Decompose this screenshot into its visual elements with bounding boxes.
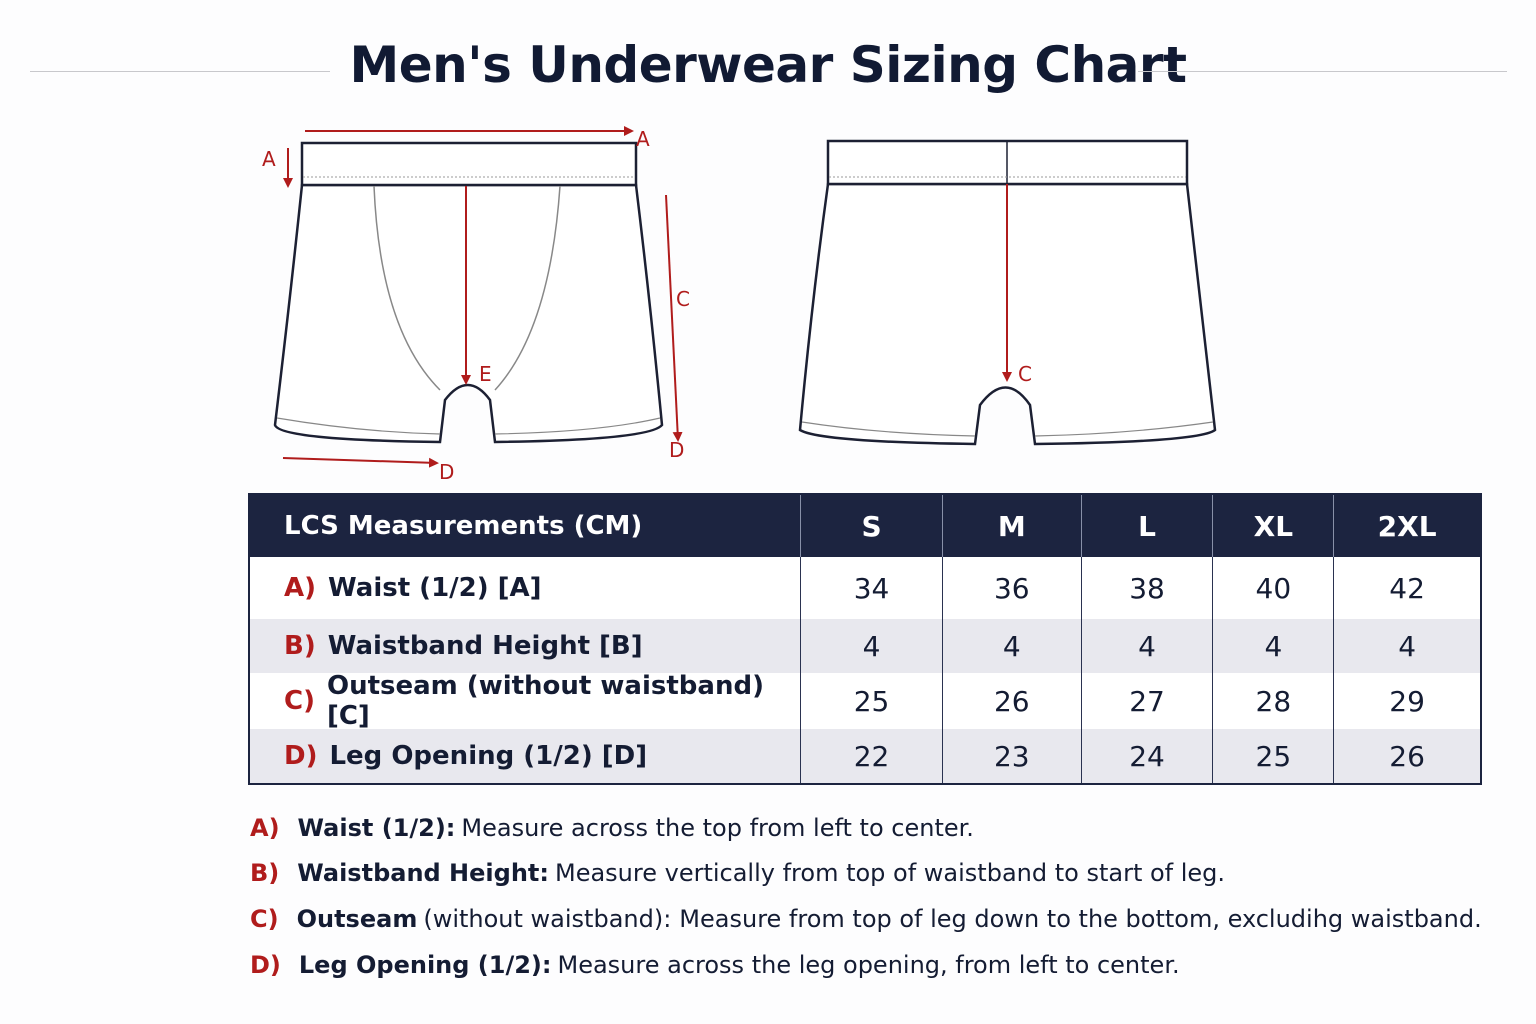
row-label: Leg Opening (1/2) [D] [329,741,648,771]
value-cell: 40 [1213,557,1335,619]
value-cell: 29 [1389,684,1425,718]
table-row: B) Waistband Height [B] 4 4 4 4 4 [250,619,1480,673]
note-text: Measure vertically from top of waistband… [554,859,1226,887]
row-label-cell: C) Outseam (without waistband) [C] [250,671,802,731]
front-shorts [273,141,664,444]
value-cell: 4 [1213,619,1335,673]
title-rule [30,71,330,72]
value-cell: 23 [943,729,1082,783]
value-cell: 27 [1082,673,1214,729]
row-label-cell: B) Waistband Height [B] [250,619,802,673]
value-cell: 38 [1082,557,1214,619]
row-label-cell: D) Leg Opening (1/2) [D] [250,729,802,783]
note: D) Leg Opening (1/2): Measure across the l… [250,951,1180,979]
note-term: Waist (1/2): [297,814,456,842]
note-letter: A) [250,814,280,842]
header-cell: L [1082,495,1214,557]
diagram-label: A [636,127,650,151]
note-text: Measure across the top from left to cent… [461,814,974,842]
diagram-label: E [479,362,492,386]
measure-arrows [282,126,1012,468]
diagram-label: D [439,460,454,484]
value-cell: 24 [1082,729,1214,783]
note-letter: B) [250,859,280,887]
table-row: D) Leg Opening (1/2) [D] 22 23 24 25 26 [250,729,1480,783]
row-label-cell: A) Waist (1/2) [A] [250,557,802,619]
value-cell: 22 [801,729,943,783]
note-text: Measure from top of leg down to the bott… [679,905,1482,933]
row-letter: B) [284,631,316,661]
row-letter: C) [284,686,315,716]
row-letter: D) [284,741,318,771]
note-qualifier: (without waistband): [423,905,672,933]
title: Men's Underwear Sizing Chart [349,36,1187,94]
header-cell: M [943,495,1082,557]
header-cell: 2XL [1377,509,1437,543]
value-cell: 4 [801,619,943,673]
table-row: A) Waist (1/2) [A] 34 36 38 40 42 [250,557,1480,619]
header-cell: S [801,495,943,557]
diagram-label: C [676,287,690,311]
note-term: Waistband Height: [297,859,549,887]
diagram-label: C [1018,362,1032,386]
diagram: A A C E D D C [262,126,1217,484]
title-rule [1138,71,1507,72]
value-cell: 4 [1398,629,1417,663]
note-text: Measure across the leg opening, from lef… [557,951,1180,979]
header-cell: LCS Measurements (CM) [250,495,802,557]
note-term: Leg Opening (1/2): [298,951,552,979]
value-cell: 34 [801,557,943,619]
value-cell: 42 [1389,571,1425,605]
diagram-label: A [262,147,276,171]
value-cell: 25 [801,673,943,729]
row-label: Outseam (without waistband) [C] [326,671,764,731]
header-cell: XL [1213,495,1335,557]
value-cell: 4 [943,619,1082,673]
value-cell: 26 [1389,739,1425,773]
table-row: C) Outseam (without waistband) [C] 25 26 27 2… [250,671,1480,731]
note-letter: D) [250,951,281,979]
value-cell: 26 [943,673,1082,729]
row-label: Waistband Height [B] [327,631,643,661]
value-cell: 36 [943,557,1082,619]
table-header: LCS Measurements (CM) S M L XL 2XL [250,495,1480,557]
note-term: Outseam [296,905,418,933]
row-letter: A) [284,573,317,603]
size-table: LCS Measurements (CM) S M L XL 2XL A) Waist (1/… [248,493,1482,785]
note: A) Waist (1/2): Measure across the top fro… [250,814,974,842]
value-cell: 25 [1213,729,1335,783]
value-cell: 4 [1082,619,1214,673]
note: C) Outseam (without waistband): Measure fro… [250,905,1482,933]
diagram-label: D [669,438,684,462]
note-letter: C) [250,905,279,933]
value-cell: 28 [1213,673,1335,729]
row-label: Waist (1/2) [A] [328,573,542,603]
note: B) Waistband Height: Measure vertically fr… [250,859,1225,887]
